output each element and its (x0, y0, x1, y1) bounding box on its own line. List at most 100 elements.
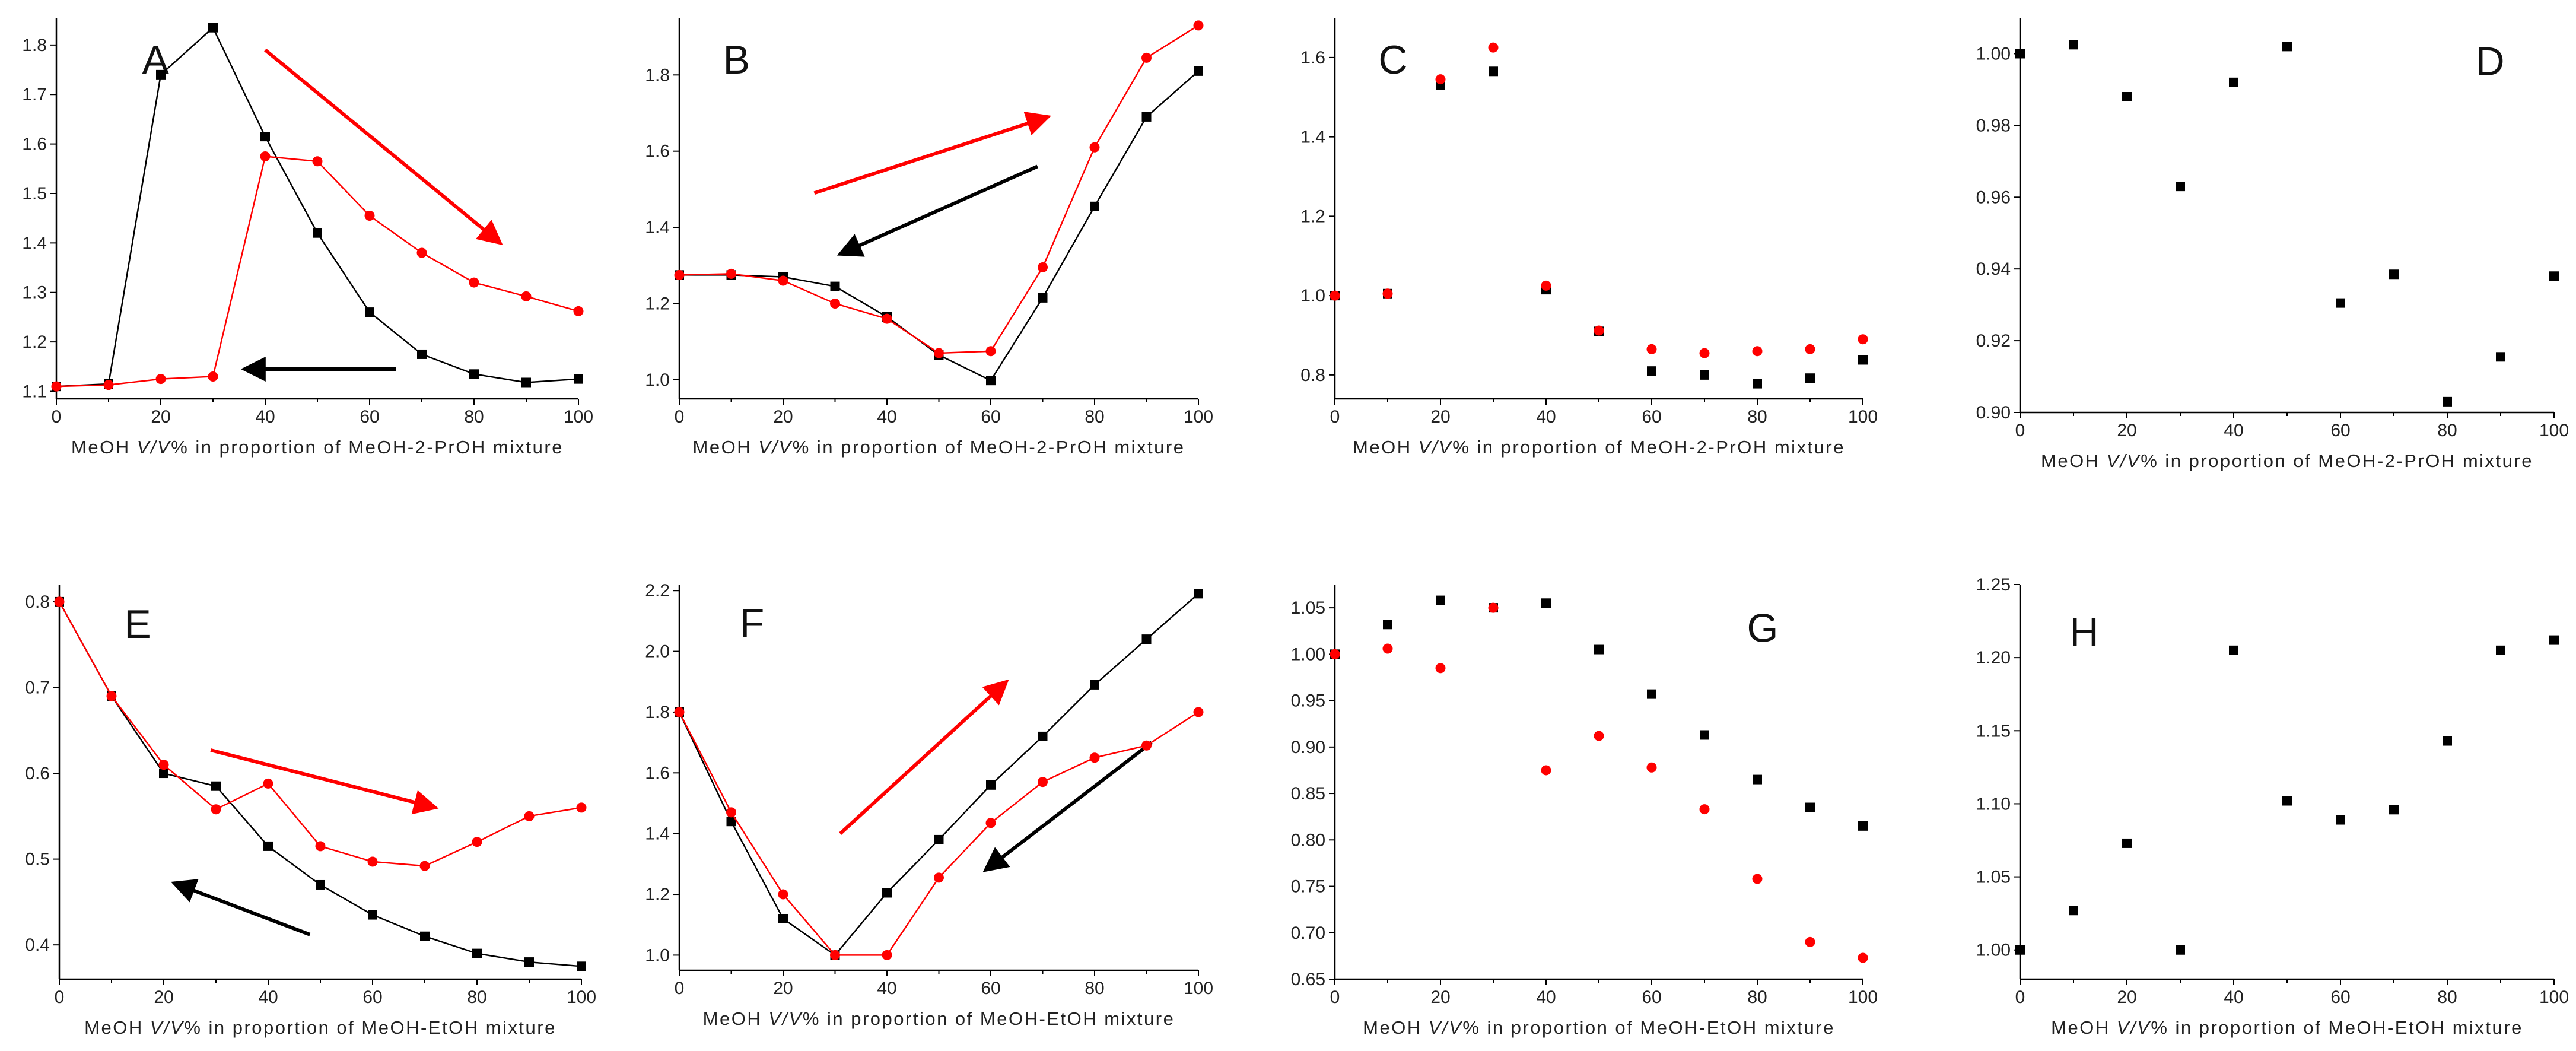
x-tick-label: 20 (154, 988, 173, 1007)
x-axis-title-ital: V/V (1429, 1017, 1463, 1038)
y-tick-label: 1.2 (645, 294, 670, 314)
x-axis-title-post: % in proportion of MeOH-EtOH mixture (803, 1008, 1175, 1029)
y-tick-label: 1.6 (645, 142, 670, 161)
x-tick-label: 20 (2117, 988, 2136, 1007)
x-axis-title: MeOH V/V% in proportion of MeOH-EtOH mix… (1363, 1017, 1835, 1038)
data-point-red (1805, 344, 1815, 354)
x-tick-label: 80 (464, 407, 484, 427)
black-trend-arrow (170, 879, 311, 936)
data-point-black (1858, 821, 1868, 831)
data-point-red (778, 275, 788, 286)
data-point-red (1858, 334, 1868, 345)
data-point-red (726, 807, 736, 818)
data-point-black (1753, 379, 1762, 389)
data-point-red (934, 872, 944, 883)
x-tick-label: 80 (2437, 421, 2457, 440)
x-tick-label: 60 (2330, 988, 2350, 1007)
data-point-red (469, 277, 479, 288)
data-point-red (1646, 762, 1657, 773)
data-point-black (316, 879, 325, 890)
data-point-red (1594, 325, 1604, 336)
x-tick-label: 100 (1184, 979, 1213, 998)
x-axis-title-post: % in proportion of MeOH-2-PrOH mixture (1452, 437, 1845, 458)
x-axis-title: MeOH V/V% in proportion of MeOH-EtOH mix… (84, 1017, 556, 1038)
y-tick-label: 1.8 (645, 65, 670, 85)
x-tick-label: 80 (1085, 407, 1104, 427)
data-point-black (2229, 645, 2238, 655)
data-point-red (573, 306, 584, 316)
data-point-red (934, 348, 944, 358)
chart-panel-e: 0 20 40 60 80 100 0.4 0.5 0.6 0.7 0.8 MeOH V/V% in … (25, 585, 596, 1038)
y-tick-label: 1.00 (1976, 941, 2011, 960)
x-tick-label: 80 (1085, 979, 1104, 998)
y-tick-label: 1.8 (645, 703, 670, 722)
x-tick-label: 0 (52, 407, 62, 427)
x-axis-title-pre: MeOH (2051, 1017, 2117, 1038)
data-point-red (1382, 288, 1393, 299)
y-tick-label: 0.92 (1976, 331, 2011, 351)
data-point-black (1647, 689, 1656, 699)
data-point-red (1488, 42, 1499, 53)
data-point-red (54, 596, 65, 607)
x-tick-label: 0 (55, 988, 65, 1007)
x-tick-label: 20 (773, 407, 793, 427)
data-point-red (778, 889, 788, 900)
data-point-black (2336, 815, 2345, 825)
data-point-black (934, 834, 944, 844)
panel-label-b: B (723, 37, 750, 82)
x-axis-title-post: % in proportion of MeOH-EtOH mixture (184, 1017, 556, 1038)
data-point-black (260, 132, 270, 142)
data-point-red (1699, 348, 1710, 358)
y-tick-label: 1.2 (22, 332, 47, 352)
data-point-red (106, 691, 117, 701)
y-tick-label: 1.10 (1976, 794, 2011, 814)
y-tick-label: 1.4 (645, 218, 670, 237)
x-axis-title: MeOH V/V% in proportion of MeOH-2-PrOH m… (71, 437, 564, 458)
x-tick-label: 20 (1430, 407, 1450, 427)
data-point-black (1194, 66, 1203, 76)
data-point-black (2015, 49, 2025, 59)
data-point-black (1194, 589, 1203, 599)
y-tick-label: 1.2 (645, 885, 670, 904)
data-point-red (315, 841, 326, 852)
y-tick-label: 0.4 (25, 935, 50, 955)
x-axis-title-post: % in proportion of MeOH-2-PrOH mixture (793, 437, 1185, 458)
y-tick-label: 0.6 (25, 764, 50, 783)
x-axis-title-ital: V/V (768, 1008, 803, 1029)
data-point-red (882, 313, 892, 324)
panel-label-e: E (124, 602, 151, 647)
x-axis-title-ital: V/V (150, 1017, 185, 1038)
data-point-red (1646, 344, 1657, 354)
data-point-black (521, 377, 531, 388)
data-point-red (1141, 52, 1152, 63)
panel-label-c: C (1378, 37, 1407, 82)
data-point-black (726, 817, 736, 827)
x-tick-label: 40 (1536, 988, 1556, 1007)
x-tick-label: 0 (2015, 988, 2025, 1007)
x-tick-label: 100 (1184, 407, 1213, 427)
data-point-black (2336, 298, 2345, 308)
y-tick-label: 0.80 (1291, 830, 1325, 850)
y-tick-label: 0.85 (1291, 784, 1325, 804)
data-point-red (674, 707, 685, 717)
x-axis-title-pre: MeOH (1363, 1017, 1429, 1038)
data-point-black (208, 23, 218, 33)
x-tick-label: 80 (2437, 988, 2457, 1007)
data-point-red (1038, 777, 1048, 788)
x-axis-title-post: % in proportion of MeOH-2-PrOH mixture (171, 437, 564, 458)
data-point-red (1089, 142, 1100, 153)
data-point-red (1193, 707, 1204, 717)
data-point-red (367, 856, 378, 867)
data-point-black (2389, 269, 2399, 280)
data-point-red (1435, 74, 1446, 85)
data-point-red (1435, 663, 1446, 674)
x-tick-label: 0 (675, 407, 685, 427)
x-axis-title-ital: V/V (758, 437, 793, 458)
x-axis-title-post: % in proportion of MeOH-2-PrOH mixture (2141, 450, 2533, 471)
data-point-black (1700, 730, 1709, 740)
data-point-red (985, 818, 996, 828)
data-point-black (1141, 634, 1152, 644)
data-point-black (1383, 620, 1392, 630)
data-point-red (472, 837, 482, 847)
